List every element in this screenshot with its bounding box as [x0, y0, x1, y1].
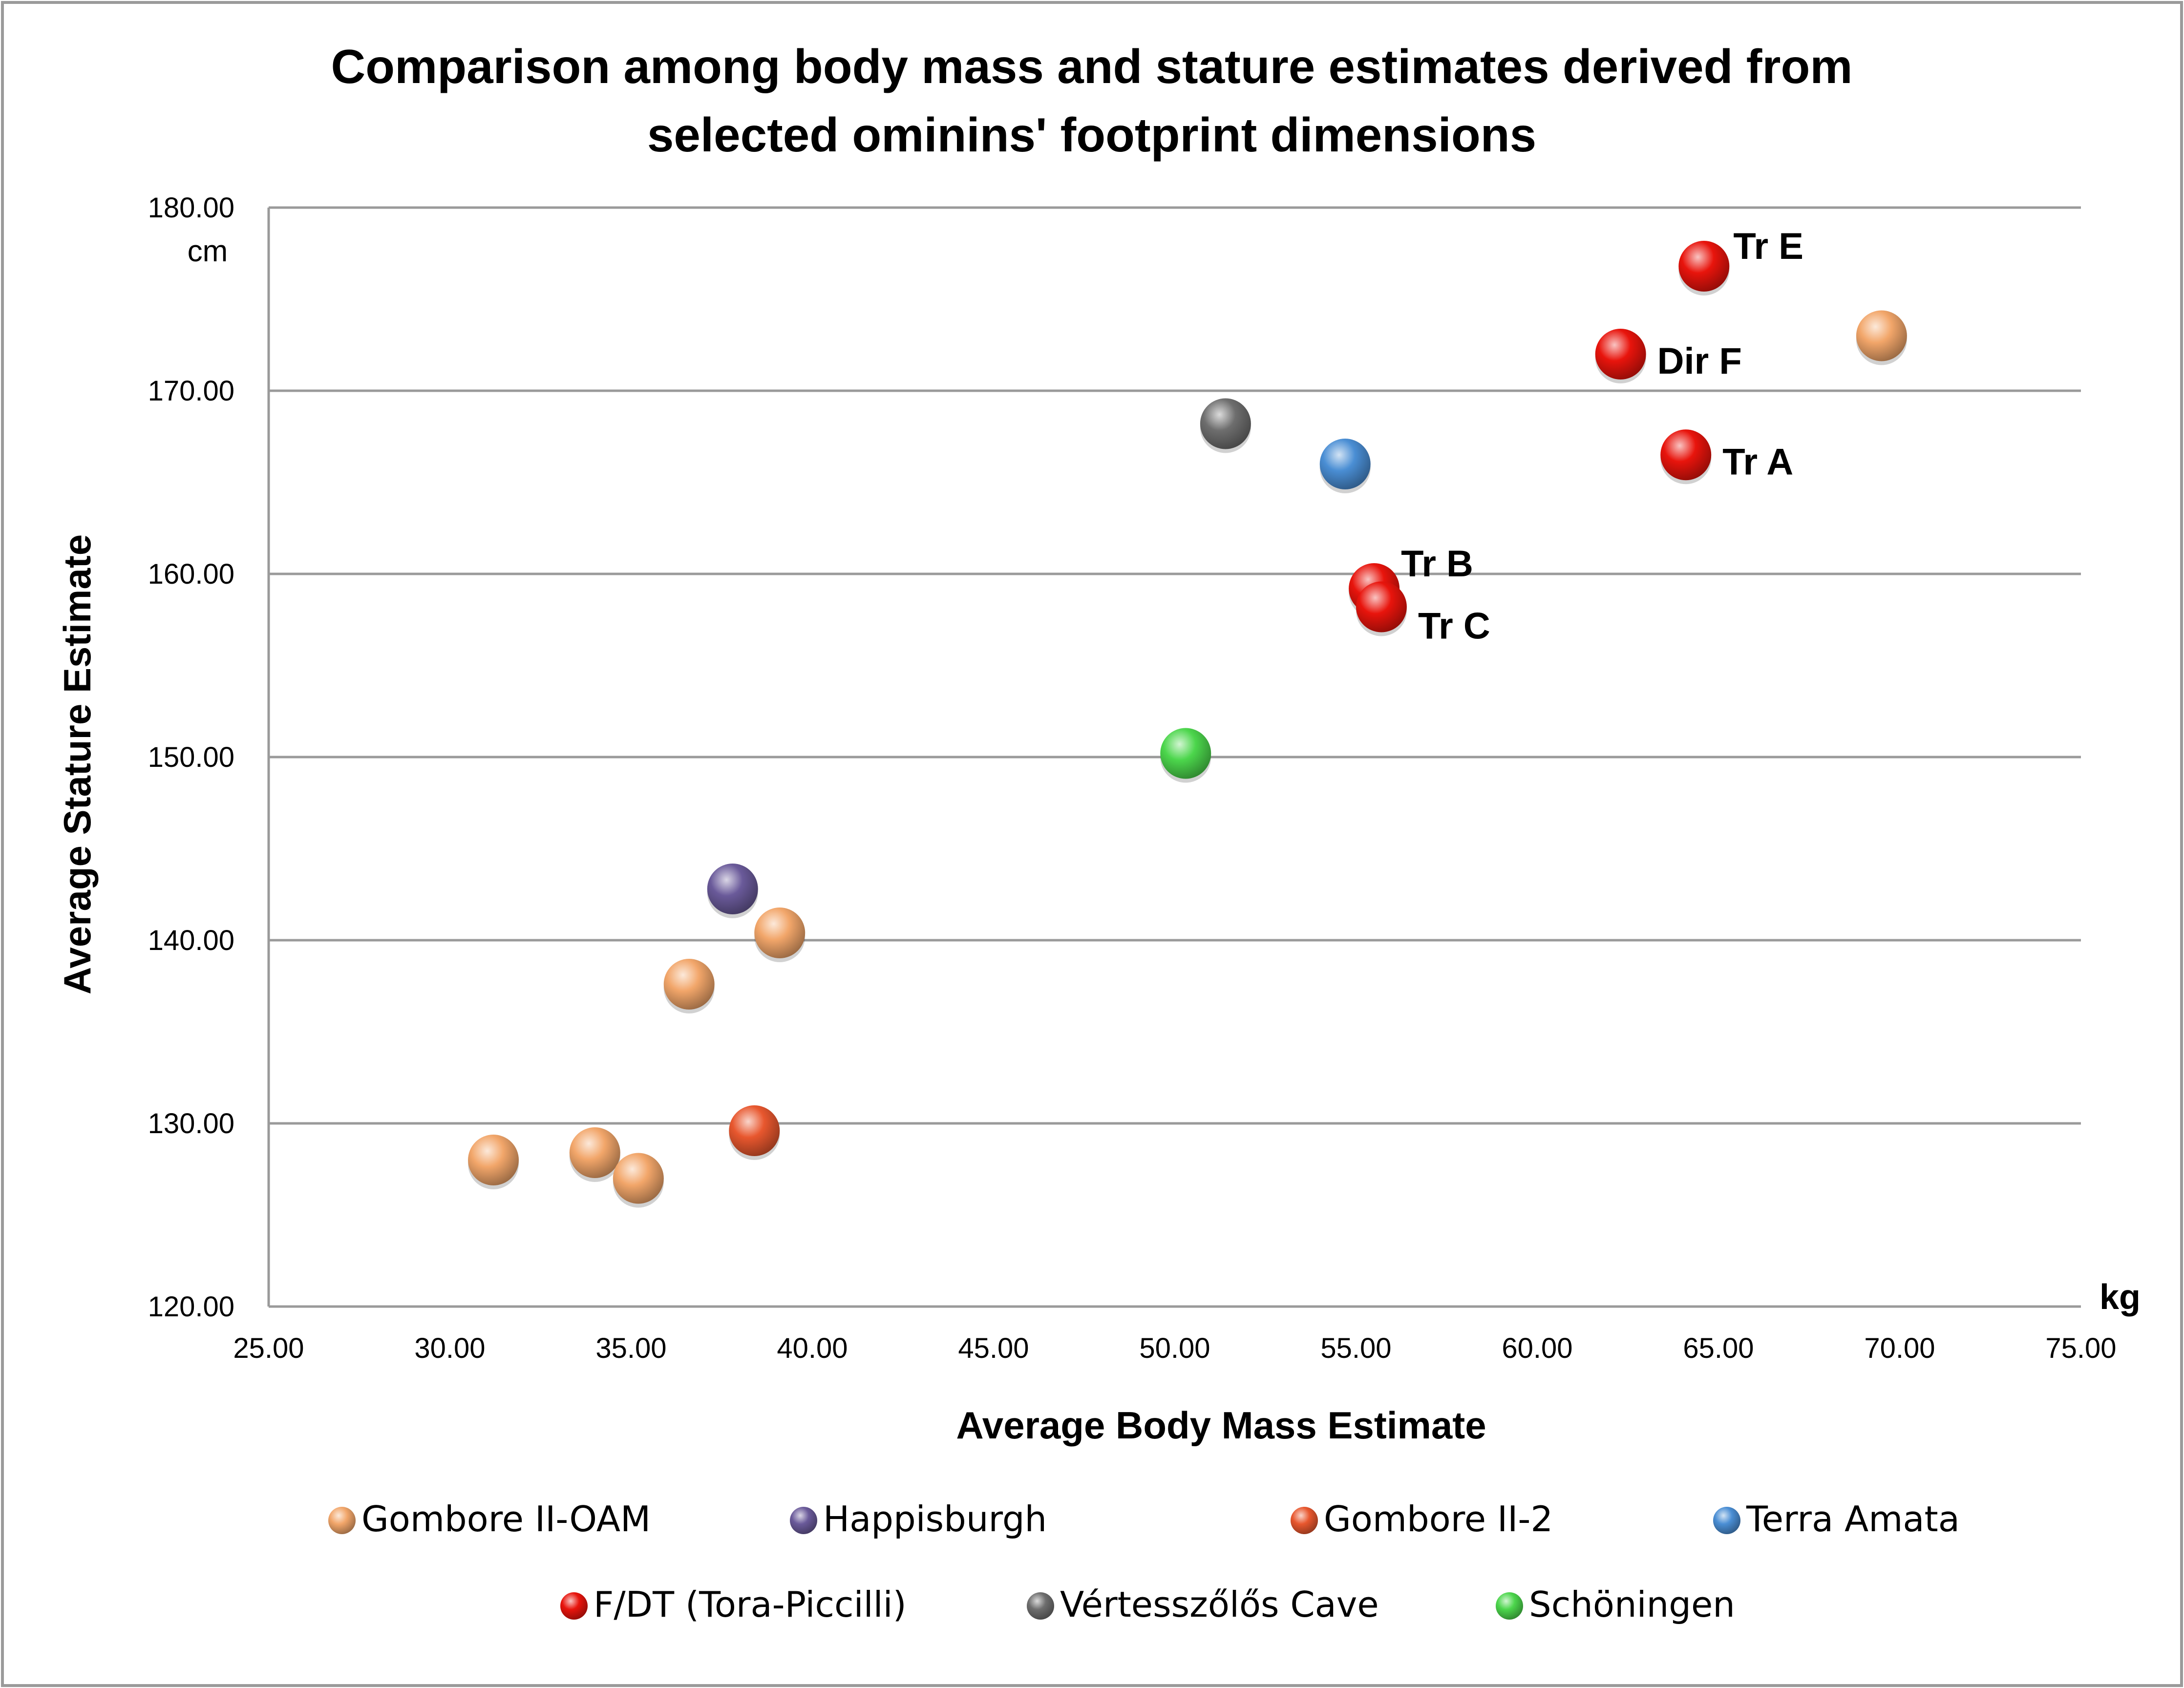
data-point [1200, 398, 1251, 449]
x-tick-label: 55.00 [1320, 1332, 1391, 1364]
y-tick-label: 180.00 [148, 192, 234, 224]
data-point [1856, 310, 1907, 361]
legend-label: Gombore II-OAM [361, 1498, 651, 1540]
y-tick-label: 170.00 [148, 375, 234, 407]
y-tick-label: 150.00 [148, 741, 234, 773]
x-axis-title: Average Body Mass Estimate [956, 1404, 1486, 1447]
point-label: Tr A [1722, 441, 1793, 483]
x-tick-label: 40.00 [777, 1332, 848, 1364]
x-tick-label: 30.00 [414, 1332, 485, 1364]
legend-marker [1496, 1592, 1523, 1620]
legend-label: Terra Amata [1746, 1498, 1960, 1540]
y-axis-ticks: 120.00 130.00 140.00 150.00 160.00 170.00 180.… [148, 192, 234, 1323]
y-tick-label: 140.00 [148, 925, 234, 956]
y-tick-label: 130.00 [148, 1108, 234, 1139]
data-point [1678, 241, 1730, 292]
legend-label: Vértesszőlős Cave [1060, 1584, 1379, 1625]
data-point [569, 1127, 620, 1178]
data-point [663, 959, 715, 1010]
x-tick-label: 75.00 [2045, 1332, 2116, 1364]
legend: Gombore II-OAM Happisburgh Gombore II-2 Ter… [328, 1498, 1960, 1625]
legend-marker [1713, 1507, 1740, 1534]
data-point [1595, 329, 1646, 380]
x-tick-label: 60.00 [1502, 1332, 1572, 1364]
data-points [468, 241, 1907, 1208]
data-point [707, 864, 758, 914]
data-point [1160, 728, 1211, 779]
chart-title-line-1: Comparison among body mass and stature e… [331, 40, 1852, 93]
x-axis-ticks: 25.00 30.00 35.00 40.00 45.00 50.00 55.00 60.00… [233, 1332, 2116, 1364]
x-tick-label: 35.00 [595, 1332, 666, 1364]
point-label: Tr B [1401, 543, 1473, 585]
legend-marker [1291, 1507, 1318, 1534]
point-label: Dir F [1657, 340, 1742, 382]
x-tick-label: 65.00 [1683, 1332, 1754, 1364]
y-tick-label: 160.00 [148, 558, 234, 590]
legend-label: Happisburgh [823, 1498, 1047, 1540]
x-tick-label: 50.00 [1139, 1332, 1210, 1364]
point-label: Tr C [1418, 606, 1490, 647]
data-point [1660, 429, 1712, 481]
y-tick-label: 120.00 [148, 1291, 234, 1323]
point-label: Tr E [1733, 226, 1803, 267]
data-point [1319, 439, 1371, 489]
data-point [754, 907, 806, 958]
x-tick-label: 45.00 [958, 1332, 1029, 1364]
chart-title-line-2: selected ominins' footprint dimensions [647, 108, 1536, 162]
y-axis-title: Average Stature Estimate [56, 534, 99, 994]
data-point [1356, 581, 1407, 633]
data-point [729, 1105, 780, 1156]
data-point [613, 1153, 664, 1204]
legend-marker [1027, 1592, 1054, 1620]
x-tick-label: 70.00 [1864, 1332, 1935, 1364]
point-labels: Tr E Dir F Tr A Tr B Tr C [1401, 226, 1803, 647]
data-point [468, 1135, 519, 1185]
legend-marker [790, 1507, 817, 1534]
legend-label: Schöningen [1529, 1584, 1735, 1625]
x-unit-label: kg [2099, 1278, 2141, 1317]
legend-marker [560, 1592, 588, 1620]
legend-label: F/DT (Tora-Piccilli) [594, 1584, 907, 1625]
y-unit-label: cm [188, 234, 228, 268]
legend-marker [328, 1507, 356, 1534]
gridlines [267, 206, 2081, 1308]
legend-label: Gombore II-2 [1324, 1498, 1553, 1540]
x-tick-label: 25.00 [233, 1332, 304, 1364]
